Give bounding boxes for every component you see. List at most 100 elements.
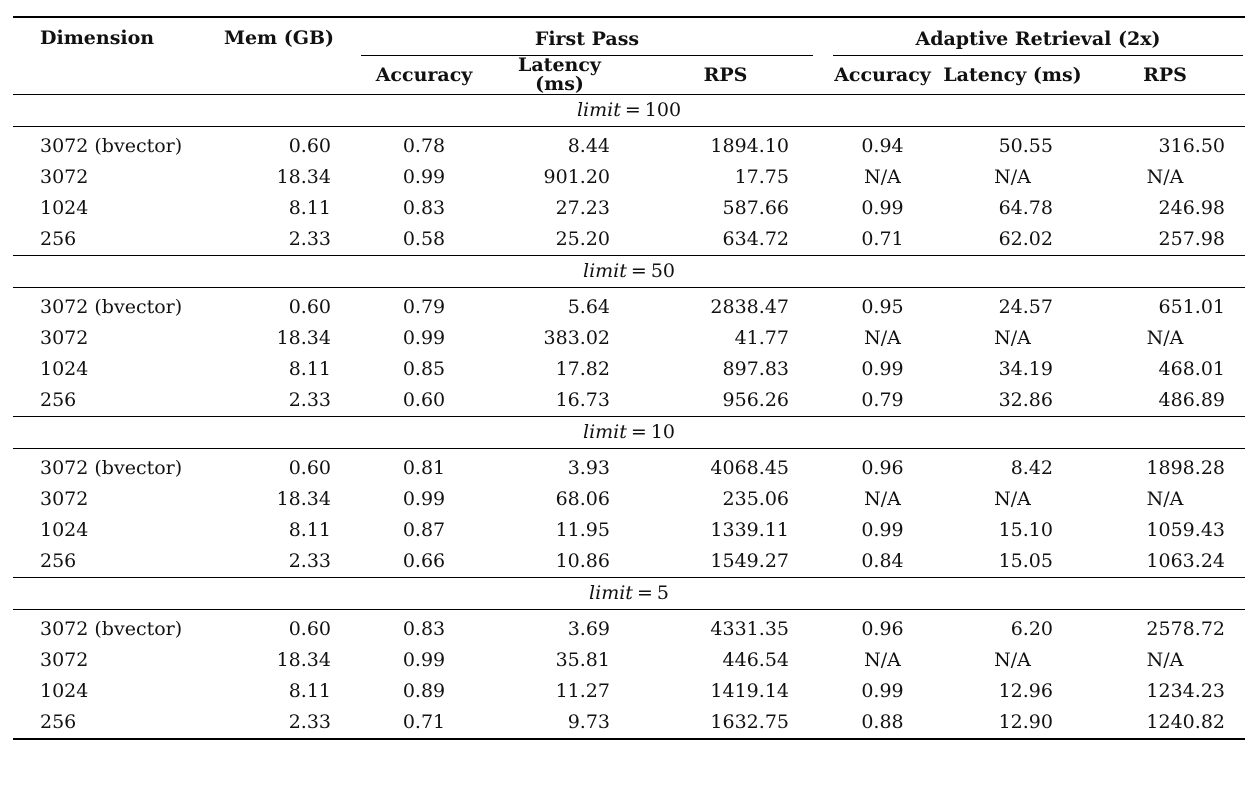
limit-equals: = — [636, 582, 653, 604]
cell-1: 18.34 — [276, 327, 331, 349]
cell-0: 3072 — [40, 327, 89, 349]
section-title-row: limit = 100 — [13, 94, 1245, 127]
cell-3: 3.93 — [567, 457, 610, 479]
cell-7: N/A — [1146, 166, 1184, 188]
cell-3: 5.64 — [567, 296, 610, 318]
cell-0: 3072 (bvector) — [40, 135, 183, 157]
cell-1: 0.60 — [288, 135, 331, 157]
cell-1: 2.33 — [288, 711, 331, 733]
limit-section-50: limit = 50 3072 (bvector) 0.60 0.79 5.64 2838.4… — [13, 255, 1245, 417]
table-row: 3072 (bvector) 0.60 0.81 3.93 4068.45 0.96 8.4… — [13, 449, 1245, 485]
limit-var: limit — [589, 582, 633, 604]
limit-section-5: limit = 5 3072 (bvector) 0.60 0.83 3.69 4331.35… — [13, 577, 1245, 740]
cell-0: 3072 (bvector) — [40, 296, 183, 318]
cell-5: 0.88 — [861, 711, 904, 733]
limit-var: limit — [583, 421, 627, 443]
col-header-accuracy-adaptive: Accuracy — [825, 56, 940, 95]
cell-0: 1024 — [40, 197, 89, 219]
table-row: 3072 18.34 0.99 35.81 446.54 N/A N/A N/A — [13, 645, 1245, 676]
bottom-rule-row — [13, 738, 1245, 741]
cell-4: 1549.27 — [710, 550, 789, 572]
limit-value: 10 — [650, 421, 675, 443]
table-row: 1024 8.11 0.87 11.95 1339.11 0.99 15.10 1059.43 — [13, 515, 1245, 546]
cell-6: 15.05 — [998, 550, 1053, 572]
cell-5: 0.96 — [861, 457, 904, 479]
cell-4: 446.54 — [722, 649, 789, 671]
cell-6: 62.02 — [998, 228, 1053, 250]
cell-7: 1063.24 — [1146, 550, 1225, 572]
cell-2: 0.83 — [402, 197, 446, 219]
cell-2: 0.99 — [402, 327, 446, 349]
cell-3: 25.20 — [555, 228, 610, 250]
cell-3: 10.86 — [555, 550, 610, 572]
group-header-adaptive-retrieval-label: Adaptive Retrieval (2x) — [833, 21, 1243, 56]
limit-var: limit — [583, 260, 627, 282]
cell-5: 0.99 — [861, 197, 904, 219]
cell-3: 11.27 — [555, 680, 610, 702]
section-title-row: limit = 10 — [13, 416, 1245, 449]
cell-7: 257.98 — [1158, 228, 1225, 250]
limit-value: 100 — [644, 99, 682, 121]
cell-0: 256 — [40, 228, 77, 250]
cell-4: 2838.47 — [710, 296, 789, 318]
cell-2: 0.60 — [402, 389, 446, 411]
cell-5: 0.99 — [861, 519, 904, 541]
cell-7: 1234.23 — [1146, 680, 1225, 702]
limit-title: limit = 50 — [13, 255, 1245, 288]
cell-0: 256 — [40, 711, 77, 733]
cell-2: 0.81 — [402, 457, 446, 479]
table-row: 256 2.33 0.58 25.20 634.72 0.71 62.02 257.98 — [13, 224, 1245, 256]
group-header-first-pass-label: First Pass — [361, 21, 813, 56]
cell-7: 468.01 — [1158, 358, 1225, 380]
cell-4: 41.77 — [734, 327, 789, 349]
cell-2: 0.85 — [402, 358, 446, 380]
cell-2: 0.89 — [402, 680, 446, 702]
cell-4: 1894.10 — [710, 135, 789, 157]
cell-7: 651.01 — [1158, 296, 1225, 318]
cell-6: 64.78 — [998, 197, 1053, 219]
cell-1: 2.33 — [288, 389, 331, 411]
cell-6: N/A — [994, 327, 1031, 349]
cell-3: 27.23 — [555, 197, 610, 219]
col-header-dimension: Dimension — [13, 16, 203, 95]
cell-6: N/A — [994, 166, 1031, 188]
cell-2: 0.99 — [402, 166, 446, 188]
cell-3: 3.69 — [567, 618, 610, 640]
cell-4: 4068.45 — [710, 457, 789, 479]
cell-1: 8.11 — [288, 680, 331, 702]
cell-2: 0.66 — [402, 550, 446, 572]
limit-var: limit — [576, 99, 621, 121]
cell-0: 3072 — [40, 166, 89, 188]
limit-equals: = — [630, 260, 647, 282]
limit-title: limit = 100 — [13, 94, 1245, 127]
cell-7: 1240.82 — [1146, 711, 1225, 733]
cell-5: N/A — [864, 166, 901, 188]
limit-value: 50 — [650, 260, 675, 282]
table-row: 3072 (bvector) 0.60 0.79 5.64 2838.47 0.95 24.… — [13, 288, 1245, 324]
cell-5: 0.96 — [861, 618, 904, 640]
cell-7: 486.89 — [1158, 389, 1225, 411]
cell-0: 3072 — [40, 488, 89, 510]
cell-1: 8.11 — [288, 519, 331, 541]
cell-4: 587.66 — [722, 197, 789, 219]
cell-7: N/A — [1146, 488, 1184, 510]
col-header-latency-adaptive: Latency (ms) — [940, 56, 1085, 95]
table-row: 3072 (bvector) 0.60 0.78 8.44 1894.10 0.94 50.… — [13, 127, 1245, 163]
cell-5: 0.99 — [861, 680, 904, 702]
header-row-metrics: Accuracy Latency (ms) RPS Accuracy Laten… — [13, 56, 1245, 95]
section-title-row: limit = 50 — [13, 255, 1245, 288]
cell-2: 0.99 — [402, 649, 446, 671]
cell-3: 8.44 — [567, 135, 610, 157]
cell-1: 18.34 — [276, 649, 331, 671]
cell-6: 32.86 — [998, 389, 1053, 411]
table-row: 256 2.33 0.71 9.73 1632.75 0.88 12.90 1240.82 — [13, 707, 1245, 739]
cell-6: 24.57 — [998, 296, 1053, 318]
header-row-groups: Dimension Mem (GB) First Pass Adaptive R… — [13, 16, 1245, 95]
limit-section-100: limit = 100 3072 (bvector) 0.60 0.78 8.44 1894.… — [13, 94, 1245, 256]
cell-5: N/A — [864, 649, 901, 671]
cell-7: N/A — [1146, 327, 1184, 349]
cell-4: 235.06 — [722, 488, 789, 510]
col-header-rps-first: RPS — [626, 56, 825, 95]
cell-5: N/A — [864, 327, 901, 349]
table-row: 256 2.33 0.66 10.86 1549.27 0.84 15.05 1063.24 — [13, 546, 1245, 578]
